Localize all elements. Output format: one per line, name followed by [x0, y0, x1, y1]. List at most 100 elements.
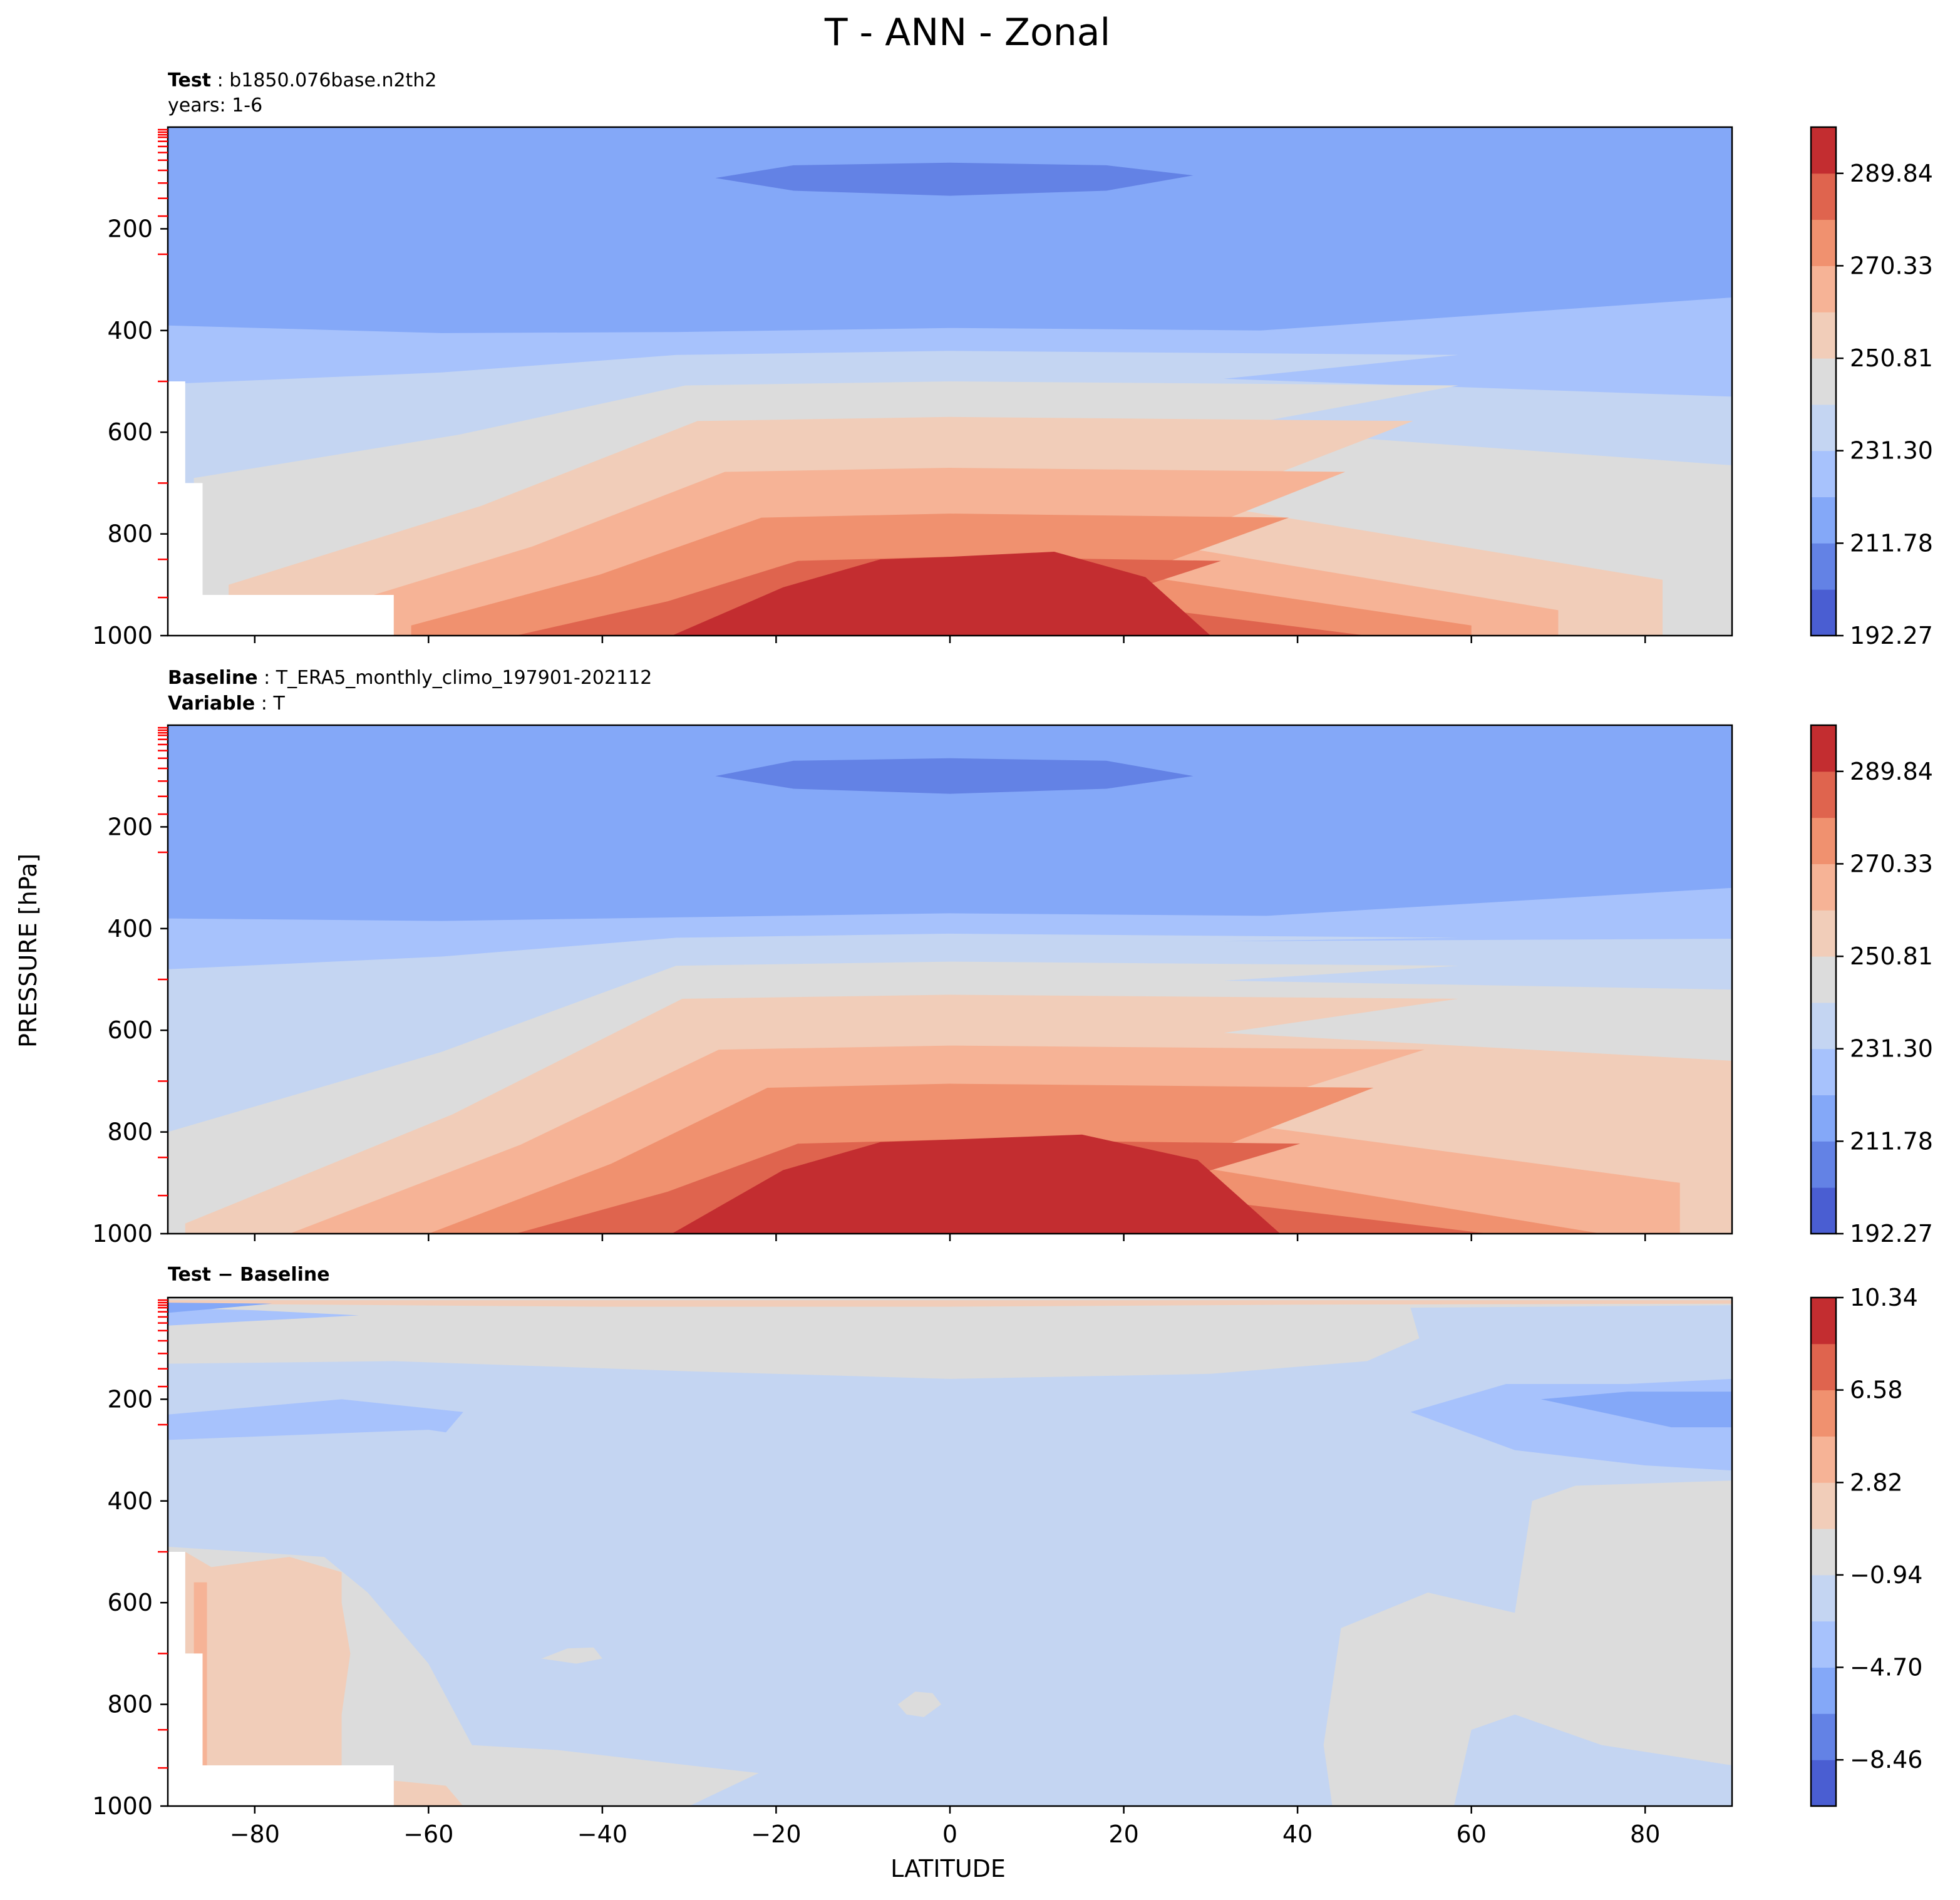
colorbar-segment	[1811, 956, 1836, 1003]
x-tick-label: −40	[577, 1820, 627, 1848]
colorbar-segment	[1811, 1574, 1836, 1622]
masked-region	[168, 1552, 394, 1806]
colorbar-frame	[1810, 126, 1837, 637]
y-tick-label: 800	[107, 520, 153, 548]
contour-field	[168, 1298, 1732, 1806]
y-tick-label: 600	[107, 418, 153, 446]
colorbar-tick-label: 250.81	[1850, 344, 1933, 372]
colorbar-tick-label: 211.78	[1850, 1127, 1933, 1155]
contour-band-level-6	[393, 1780, 463, 1806]
colorbar-segment	[1811, 358, 1836, 405]
panel-test-separator: :	[211, 70, 229, 91]
colorbar-tick-label: 192.27	[1850, 1220, 1933, 1247]
y-tick-label: 800	[107, 1118, 153, 1146]
contour-band-level-1	[715, 758, 1194, 794]
panel-test-label: Test	[168, 70, 211, 91]
colorbar-tick-label: 10.34	[1850, 1284, 1918, 1311]
colorbar: 192.27 211.78 231.30 250.81 270.33 289.84	[1810, 724, 1933, 1247]
contour-band-level-2	[168, 1303, 272, 1313]
colorbar-segment	[1811, 1436, 1836, 1483]
colorbar-segment	[1811, 1048, 1836, 1095]
colorbar-segment	[1811, 543, 1836, 590]
colorbar-segment	[1811, 1667, 1836, 1714]
colorbar-segment	[1811, 266, 1836, 312]
panel-baseline-separator: :	[258, 667, 276, 689]
colorbar-tick-label: 231.30	[1850, 437, 1933, 465]
colorbar-segment	[1811, 404, 1836, 452]
colorbar-tick-label: 211.78	[1850, 529, 1933, 557]
y-tick-label: 1000	[92, 622, 153, 649]
contour-field	[168, 725, 1732, 1234]
contour-band-level-6	[185, 1552, 351, 1781]
panel-baseline-variable: T	[272, 693, 285, 715]
y-tick-label: 600	[107, 1589, 153, 1616]
colorbar-segment	[1811, 1482, 1836, 1529]
x-tick-label: 60	[1457, 1820, 1487, 1848]
contour-band-level-5	[1323, 1480, 1732, 1806]
panel-baseline-dataset: T_ERA5_monthly_climo_197901-202112	[276, 667, 652, 689]
colorbar-tick-label: 289.84	[1850, 160, 1933, 187]
colorbar-segment	[1811, 1002, 1836, 1050]
contour-band-level-6	[168, 1300, 1732, 1307]
panel-baseline-variable-separator: :	[255, 693, 273, 715]
colorbar-tick-label: 270.33	[1850, 850, 1933, 877]
colorbar-tick-label: 289.84	[1850, 758, 1933, 785]
colorbar-segment	[1811, 1760, 1836, 1807]
svg-text:Test : b1850.076base.n2th2: Test : b1850.076base.n2th2	[168, 70, 436, 91]
colorbar-segment	[1811, 1298, 1836, 1345]
y-tick-label: 1000	[92, 1792, 153, 1820]
contour-band-level-1	[715, 162, 1194, 196]
y-tick-label: 800	[107, 1691, 153, 1718]
masked-region	[168, 381, 394, 636]
panel-test-case-name: b1850.076base.n2th2	[229, 70, 436, 91]
colorbar-frame	[1810, 1296, 1837, 1807]
svg-text:Test − Baseline: Test − Baseline	[168, 1264, 330, 1286]
colorbar-segment	[1811, 910, 1836, 957]
panel-test-years: years: 1-6	[168, 95, 262, 116]
y-tick-label: 200	[107, 215, 153, 242]
panel-diff-label: Test − Baseline	[168, 1264, 330, 1286]
colorbar-segment	[1811, 1390, 1836, 1437]
colorbar-segment	[1811, 450, 1836, 497]
colorbar-segment	[1811, 1095, 1836, 1142]
panel-header-test: Test : b1850.076base.n2th2 years: 1-6	[168, 70, 436, 116]
contour-band-level-10	[671, 552, 1211, 636]
test-contour-panel: 200 400 600 800 1000 192.27 211.78 231.30 250.81…	[92, 126, 1933, 649]
colorbar: 192.27 211.78 231.30 250.81 270.33 289.84	[1810, 126, 1933, 649]
contour-band-level-2	[1540, 1391, 1732, 1428]
colorbar-segment	[1811, 1621, 1836, 1668]
colorbar-segment	[1811, 725, 1836, 772]
contour-band-level-2	[168, 142, 377, 280]
panel-baseline-label: Baseline	[168, 667, 258, 689]
x-axis-label: LATITUDE	[890, 1855, 1006, 1882]
contour-band-level-5	[541, 1647, 602, 1664]
colorbar-tick-label: 192.27	[1850, 622, 1933, 649]
contour-band-level-10	[671, 1134, 1281, 1234]
contour-band-level-5	[168, 1298, 1732, 1379]
y-tick-label: 1000	[92, 1220, 153, 1247]
y-tick-label: 600	[107, 1016, 153, 1044]
svg-text:years: 1-6: years: 1-6	[168, 95, 262, 116]
colorbar-segment	[1811, 497, 1836, 544]
contour-band-level-3	[168, 1308, 359, 1326]
colorbar: −8.46 −4.70 −0.94 2.82 6.58 10.34	[1810, 1284, 1922, 1807]
y-tick-label: 200	[107, 1385, 153, 1413]
colorbar-tick-label: −8.46	[1850, 1746, 1922, 1774]
colorbar-tick-label: 250.81	[1850, 942, 1933, 970]
contour-field	[168, 127, 1732, 636]
colorbar-segment	[1811, 817, 1836, 864]
colorbar-segment	[1811, 312, 1836, 359]
panel-header-baseline: Baseline : T_ERA5_monthly_climo_197901-2…	[168, 667, 652, 715]
colorbar-segment	[1811, 219, 1836, 266]
colorbar-segment	[1811, 589, 1836, 636]
colorbar-segment	[1811, 771, 1836, 818]
contour-band-level-5	[897, 1691, 942, 1717]
contour-band-level-2	[168, 740, 342, 860]
colorbar-segment	[1811, 173, 1836, 220]
contour-band-level-3	[168, 1399, 463, 1440]
colorbar-tick-label: −0.94	[1850, 1561, 1922, 1589]
colorbar-segment	[1811, 864, 1836, 911]
colorbar-segment	[1811, 1187, 1836, 1234]
y-tick-label: 200	[107, 813, 153, 840]
